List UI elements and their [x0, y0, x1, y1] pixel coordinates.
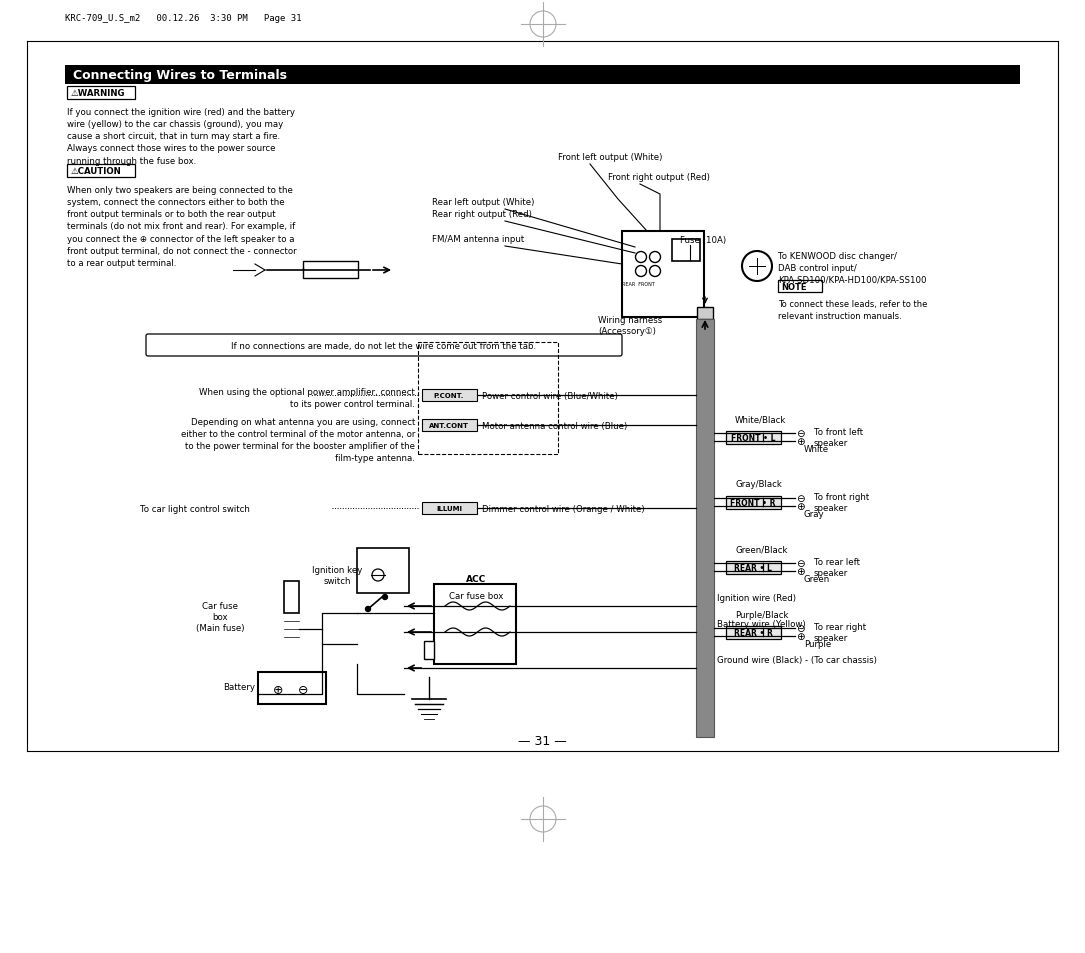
Text: REAR • L: REAR • L — [735, 563, 771, 573]
Text: Ignition wire (Red): Ignition wire (Red) — [717, 594, 796, 602]
Text: Fuse (10A): Fuse (10A) — [680, 235, 726, 245]
Bar — [67, 165, 135, 178]
Text: ⊖: ⊖ — [297, 682, 308, 696]
Text: P.CONT.: P.CONT. — [434, 393, 464, 398]
Text: Motor antenna control wire (Blue): Motor antenna control wire (Blue) — [482, 421, 627, 430]
Bar — [672, 240, 700, 262]
Text: ILLUMI: ILLUMI — [436, 505, 462, 512]
Bar — [434, 584, 516, 664]
Text: Battery: Battery — [224, 682, 255, 692]
Text: To car light control switch: To car light control switch — [140, 504, 250, 513]
Text: ANT.CONT: ANT.CONT — [429, 422, 469, 429]
Text: To rear right
speaker: To rear right speaker — [814, 622, 866, 642]
Text: Depending on what antenna you are using, connect
either to the control terminal : Depending on what antenna you are using,… — [180, 417, 414, 463]
Text: Front left output (White): Front left output (White) — [558, 152, 662, 162]
Text: White: White — [804, 444, 829, 454]
Text: ⚠WARNING: ⚠WARNING — [71, 89, 126, 98]
Text: To KENWOOD disc changer/
DAB control input/
KPA-SD100/KPA-HD100/KPA-SS100: To KENWOOD disc changer/ DAB control inp… — [778, 252, 927, 284]
Text: Battery wire (Yellow): Battery wire (Yellow) — [717, 619, 806, 628]
Text: KRC-709_U.S_m2   00.12.26  3:30 PM   Page 31: KRC-709_U.S_m2 00.12.26 3:30 PM Page 31 — [65, 14, 302, 23]
Text: REAR  FRONT: REAR FRONT — [622, 281, 654, 286]
Text: Wiring harness
(Accessory①): Wiring harness (Accessory①) — [598, 315, 662, 335]
Text: ⊕: ⊕ — [796, 566, 805, 577]
Text: Green: Green — [804, 575, 830, 583]
Text: When only two speakers are being connected to the
system, connect the connectors: When only two speakers are being connect… — [67, 186, 296, 268]
Text: Car fuse
box
(Main fuse): Car fuse box (Main fuse) — [195, 601, 244, 633]
Bar — [726, 432, 781, 444]
Text: Gray/Black: Gray/Black — [735, 480, 782, 489]
Text: ⊕: ⊕ — [272, 682, 283, 696]
Bar — [284, 581, 299, 614]
Text: FRONT • L: FRONT • L — [731, 434, 776, 442]
Text: ⊖: ⊖ — [796, 558, 805, 568]
Bar — [357, 548, 409, 594]
Text: Gray: Gray — [804, 510, 825, 518]
Bar — [422, 390, 477, 401]
Bar — [622, 232, 704, 317]
Text: White/Black: White/Black — [735, 416, 787, 424]
FancyBboxPatch shape — [146, 335, 622, 356]
Text: FRONT • R: FRONT • R — [730, 498, 776, 507]
Text: When using the optional power amplifier, connect
to its power control terminal.: When using the optional power amplifier,… — [200, 388, 414, 409]
Circle shape — [383, 595, 387, 599]
Text: ⚠CAUTION: ⚠CAUTION — [71, 167, 122, 175]
Text: ⊖: ⊖ — [796, 623, 805, 634]
Bar — [726, 561, 781, 575]
Bar — [258, 672, 325, 704]
Text: To front left
speaker: To front left speaker — [814, 428, 864, 448]
Text: Rear left output (White): Rear left output (White) — [432, 198, 535, 207]
Bar — [726, 626, 781, 639]
Bar — [778, 281, 822, 293]
Text: ⊕: ⊕ — [796, 631, 805, 641]
Text: If no connections are made, do not let the wire come out from the tab.: If no connections are made, do not let t… — [231, 341, 537, 350]
Bar — [422, 502, 477, 515]
Text: Car fuse box: Car fuse box — [449, 592, 503, 600]
Text: If you connect the ignition wire (red) and the battery
wire (yellow) to the car : If you connect the ignition wire (red) a… — [67, 108, 295, 166]
Text: Green/Black: Green/Black — [735, 545, 788, 554]
Text: Power control wire (Blue/White): Power control wire (Blue/White) — [482, 391, 617, 400]
Text: FM/AM antenna input: FM/AM antenna input — [432, 234, 524, 244]
Text: — 31 —: — 31 — — [518, 735, 566, 748]
Bar — [424, 641, 434, 659]
Text: NOTE: NOTE — [781, 282, 806, 292]
Text: ⊕: ⊕ — [796, 501, 805, 512]
Text: To rear left
speaker: To rear left speaker — [814, 558, 860, 578]
Text: Purple/Black: Purple/Black — [735, 610, 789, 618]
Bar — [422, 419, 477, 432]
Text: To connect these leads, refer to the
relevant instruction manuals.: To connect these leads, refer to the rel… — [778, 299, 928, 320]
Text: ⊕: ⊕ — [796, 436, 805, 447]
Text: Ground wire (Black) - (To car chassis): Ground wire (Black) - (To car chassis) — [717, 656, 877, 664]
Text: Dimmer control wire (Orange / White): Dimmer control wire (Orange / White) — [482, 504, 644, 513]
Text: ⊖: ⊖ — [796, 429, 805, 438]
Circle shape — [366, 607, 370, 612]
Bar — [65, 66, 1020, 85]
Text: Purple: Purple — [804, 639, 831, 648]
Bar — [418, 343, 558, 455]
Text: Rear right output (Red): Rear right output (Red) — [432, 210, 532, 219]
Text: Front right output (Red): Front right output (Red) — [608, 172, 710, 182]
Text: Connecting Wires to Terminals: Connecting Wires to Terminals — [73, 69, 288, 82]
Bar — [726, 497, 781, 510]
Bar — [303, 262, 358, 278]
Text: To front right
speaker: To front right speaker — [814, 493, 869, 513]
Text: ⊖: ⊖ — [796, 494, 805, 503]
Text: ACC: ACC — [465, 575, 486, 584]
Text: Ignition key
switch: Ignition key switch — [311, 565, 362, 585]
Text: REAR • R: REAR • R — [733, 628, 773, 638]
Bar — [67, 87, 135, 100]
Bar — [697, 308, 713, 319]
Bar — [695, 319, 714, 738]
